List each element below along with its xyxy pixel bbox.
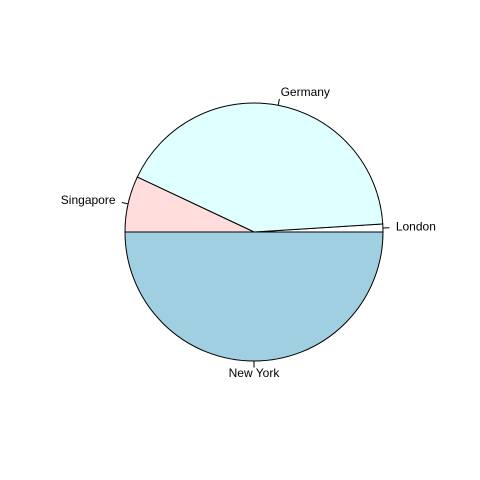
leader-line-germany [277, 98, 280, 106]
pie-slice-new-york [124, 231, 384, 362]
pie-label-london: London [396, 220, 436, 234]
pie-label-germany: Germany [281, 85, 330, 99]
leader-line-singapore [121, 201, 129, 205]
pie-label-new-york: New York [229, 366, 281, 380]
pie-label-singapore: Singapore [61, 193, 116, 207]
pie-slices [124, 102, 384, 362]
pie-labels: London Germany Singapore New York [61, 85, 436, 380]
